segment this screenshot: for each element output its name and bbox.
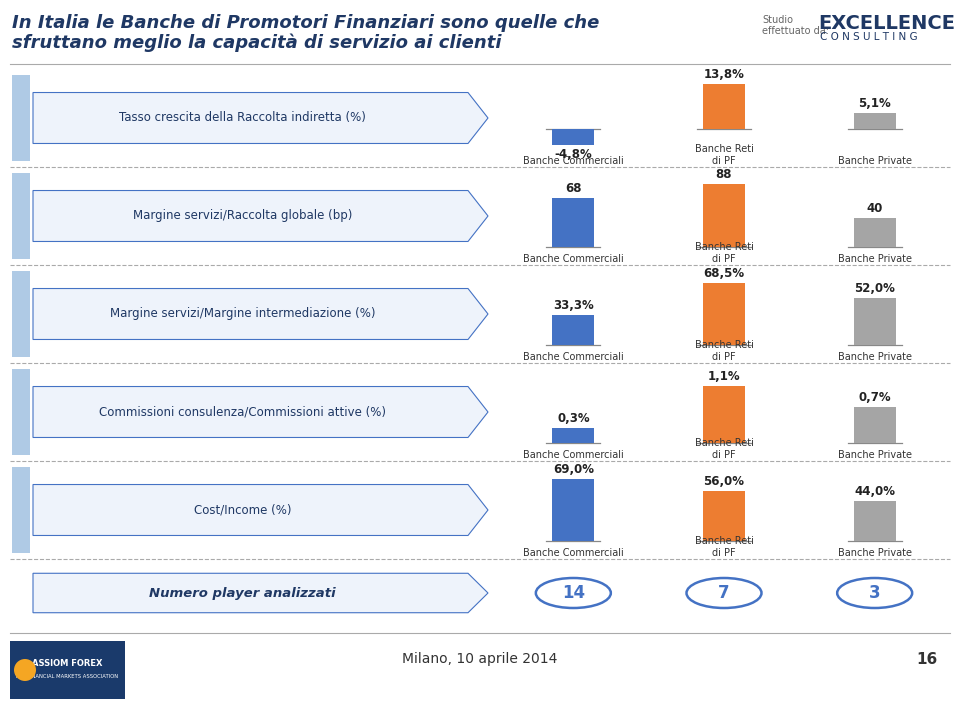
Text: 5,1%: 5,1% [858,97,891,110]
Polygon shape [33,573,488,613]
Text: C O N S U L T I N G: C O N S U L T I N G [820,32,918,42]
Bar [853,112,896,129]
Text: Banche Commerciali: Banche Commerciali [523,254,624,264]
Polygon shape [33,190,488,242]
Text: EXCELLENCE: EXCELLENCE [818,14,955,33]
Text: Banche Commerciali: Banche Commerciali [523,352,624,362]
Ellipse shape [686,578,761,608]
Text: 56,0%: 56,0% [704,474,745,488]
Text: 13,8%: 13,8% [704,68,744,81]
Text: Banche Reti
di PF: Banche Reti di PF [695,537,754,558]
Bar [12,467,30,553]
Text: 16: 16 [917,651,938,667]
Bar [12,369,30,455]
Text: 88: 88 [716,168,732,181]
Polygon shape [33,484,488,535]
Text: Banche Private: Banche Private [838,254,912,264]
Text: 0,7%: 0,7% [858,391,891,404]
Bar [552,479,594,541]
Text: Commissioni consulenza/Commissioni attive (%): Commissioni consulenza/Commissioni attiv… [99,406,386,419]
Text: Tasso crescita della Raccolta indiretta (%): Tasso crescita della Raccolta indiretta … [119,112,366,124]
Text: 68,5%: 68,5% [704,267,745,281]
Bar [12,271,30,357]
Text: 33,3%: 33,3% [553,299,593,312]
Text: Banche Commerciali: Banche Commerciali [523,156,624,166]
Text: Margine servizi/Raccolta globale (bp): Margine servizi/Raccolta globale (bp) [132,209,352,223]
Bar [552,198,594,247]
Text: Banche Reti
di PF: Banche Reti di PF [695,243,754,264]
Bar [12,173,30,259]
Bar [552,129,594,145]
Text: 52,0%: 52,0% [854,282,895,296]
Text: 7: 7 [718,584,730,602]
Bar [552,315,594,345]
Bar [703,284,745,345]
Bar [853,501,896,541]
Polygon shape [33,387,488,438]
Text: effettuato da:: effettuato da: [762,26,829,36]
Text: 69,0%: 69,0% [553,463,594,476]
Text: 40: 40 [867,202,883,215]
Text: 3: 3 [869,584,880,602]
Text: Banche Private: Banche Private [838,156,912,166]
Text: Numero player analizzati: Numero player analizzati [149,587,336,600]
Bar [853,407,896,443]
Text: Banche Commerciali: Banche Commerciali [523,450,624,460]
Text: -4,8%: -4,8% [555,148,592,161]
Text: Banche Private: Banche Private [838,450,912,460]
Text: Banche Private: Banche Private [838,352,912,362]
Text: ASSIOM FOREX: ASSIOM FOREX [32,658,103,667]
Bar [853,218,896,247]
Polygon shape [33,288,488,339]
Text: Margine servizi/Margine intermediazione (%): Margine servizi/Margine intermediazione … [109,308,375,320]
Bar [10,641,125,699]
Text: Banche Commerciali: Banche Commerciali [523,548,624,558]
Ellipse shape [837,578,912,608]
Bar [703,184,745,247]
Text: 0,3%: 0,3% [557,411,589,425]
Text: Banche Reti
di PF: Banche Reti di PF [695,340,754,362]
Bar [703,491,745,541]
Polygon shape [33,93,488,144]
Bar [552,428,594,443]
Text: Cost/Income (%): Cost/Income (%) [194,503,291,517]
Bar [703,84,745,129]
Text: 1,1%: 1,1% [708,370,740,383]
Bar [12,75,30,161]
Text: Banche Reti
di PF: Banche Reti di PF [695,438,754,460]
Text: 44,0%: 44,0% [854,486,895,498]
Text: In Italia le Banche di Promotori Finanziari sono quelle che: In Italia le Banche di Promotori Finanzi… [12,14,599,32]
Text: 14: 14 [562,584,585,602]
Bar [703,387,745,443]
Text: Milano, 10 aprile 2014: Milano, 10 aprile 2014 [402,652,558,666]
Text: THE FINANCIAL MARKETS ASSOCIATION: THE FINANCIAL MARKETS ASSOCIATION [15,674,119,679]
Text: sfruttano meglio la capacità di servizio ai clienti: sfruttano meglio la capacità di servizio… [12,33,501,52]
Text: Studio: Studio [762,15,793,25]
Ellipse shape [536,578,611,608]
Text: Banche Private: Banche Private [838,548,912,558]
Text: 68: 68 [565,182,582,195]
Text: Banche Reti
di PF: Banche Reti di PF [695,144,754,166]
Bar [853,298,896,345]
Circle shape [14,659,36,681]
